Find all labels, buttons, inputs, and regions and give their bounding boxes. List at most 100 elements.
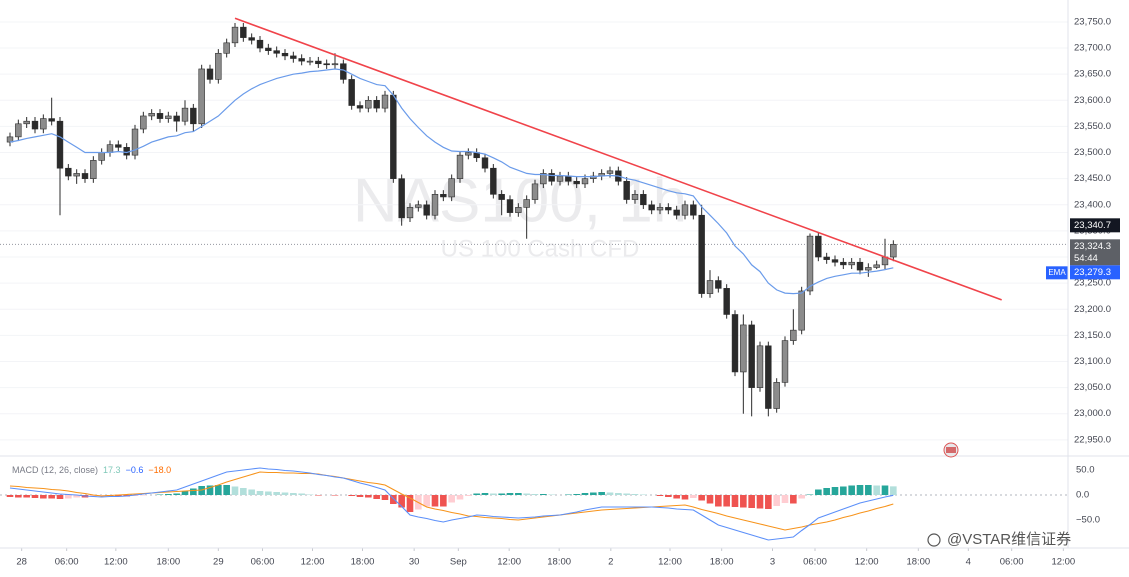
x-tick-label: 12:00 [658, 557, 682, 568]
candle-body [865, 267, 872, 271]
candle-body [65, 167, 72, 177]
candle-body [206, 68, 214, 80]
candle-body [565, 175, 572, 182]
histogram-bar [765, 495, 772, 509]
histogram-bar [231, 486, 239, 495]
candle-body [240, 26, 247, 38]
candle-body [181, 107, 189, 122]
y-tick-label: 23,200.0 [1074, 304, 1111, 315]
candle-body [531, 183, 539, 200]
histogram-bar [890, 486, 897, 495]
macd-pane [0, 467, 1068, 541]
flag-icon-inner [946, 447, 956, 453]
candle-body [790, 329, 797, 341]
candle-body [131, 128, 139, 156]
histogram-bar [273, 492, 280, 495]
histogram-bar [598, 492, 605, 495]
candle-body [323, 63, 330, 66]
x-tick-label: 06:00 [55, 557, 79, 568]
candle-body [848, 261, 855, 266]
y-tick-label: 23,700.0 [1074, 43, 1111, 54]
ema-line [9, 68, 894, 295]
price-label: 23,340.7 [1074, 220, 1111, 231]
price-label: 23,324.3 [1074, 241, 1111, 252]
candle-body [290, 55, 297, 59]
candle-body [765, 345, 772, 409]
candle-body [140, 115, 147, 130]
histogram-bar [548, 494, 555, 495]
candle-body [540, 173, 547, 185]
histogram-bar [48, 495, 55, 499]
histogram-bar [115, 495, 122, 497]
histogram-bar [448, 495, 455, 503]
histogram-bar [265, 491, 272, 495]
histogram-bar [390, 495, 397, 504]
candle-body [348, 79, 355, 106]
trendline [234, 17, 1002, 301]
histogram-bar [6, 495, 14, 497]
candle-body [356, 105, 364, 109]
candle-body [390, 94, 397, 179]
histogram-bar [398, 495, 405, 508]
candle-body [81, 173, 89, 179]
candle-body [256, 39, 264, 49]
x-tick-label: 06:00 [1000, 557, 1024, 568]
candle-body [731, 314, 739, 373]
histogram-bar [73, 495, 80, 498]
histogram-bar [573, 494, 580, 495]
countdown: 54:44 [1074, 253, 1098, 264]
histogram-bar [406, 495, 414, 512]
ema-badge [1046, 266, 1068, 280]
watermark-description: US 100 Cash CFD [441, 235, 640, 262]
legend-value: −0.6 [126, 465, 144, 475]
x-tick-label: 28 [16, 557, 27, 568]
x-tick-label: Sep [450, 557, 467, 568]
candle-body [606, 170, 614, 174]
candle-body [23, 120, 30, 125]
candle-body [873, 264, 880, 268]
histogram-bar [298, 493, 305, 495]
candle-body [740, 324, 747, 373]
histogram-bar [681, 495, 689, 500]
candle-body [40, 118, 47, 130]
histogram-bar [356, 495, 364, 497]
candle-body [423, 204, 430, 216]
candle-body [773, 382, 780, 409]
candle-body [381, 94, 389, 109]
histogram-bar [848, 485, 855, 495]
histogram-bar [498, 493, 505, 495]
candle-body [831, 259, 839, 263]
y-tick-label: 23,450.0 [1074, 173, 1111, 184]
histogram-bar [240, 488, 247, 495]
histogram-bar [248, 489, 255, 495]
candle-body [248, 37, 255, 41]
candle-body [890, 244, 897, 258]
candle-body [56, 120, 64, 169]
candle-body [498, 194, 505, 200]
brand-logo [927, 533, 941, 547]
histogram-bar [173, 493, 180, 495]
histogram-bar [790, 495, 797, 504]
candle-body [148, 113, 155, 117]
legend-value: 17.3 [103, 465, 121, 475]
x-tick-label: 18:00 [710, 557, 734, 568]
y-tick-label: 23,400.0 [1074, 199, 1111, 210]
candle-body [781, 340, 789, 383]
candle-body [265, 47, 272, 51]
candle-body [73, 173, 80, 177]
x-tick-label: 30 [409, 557, 420, 568]
y-tick-label: 23,000.0 [1074, 408, 1111, 419]
candle-body [298, 58, 305, 62]
histogram-bar [331, 495, 339, 496]
histogram-bar [515, 493, 522, 495]
histogram-bar [56, 495, 64, 499]
histogram-bar [215, 485, 222, 495]
histogram-bar [306, 494, 314, 495]
x-tick-label: 18:00 [351, 557, 375, 568]
candle-body [48, 118, 55, 122]
y-tick-label: 23,600.0 [1074, 95, 1111, 106]
price-label: 23,279.3 [1074, 267, 1111, 278]
y-tick-label: 23,650.0 [1074, 69, 1111, 80]
